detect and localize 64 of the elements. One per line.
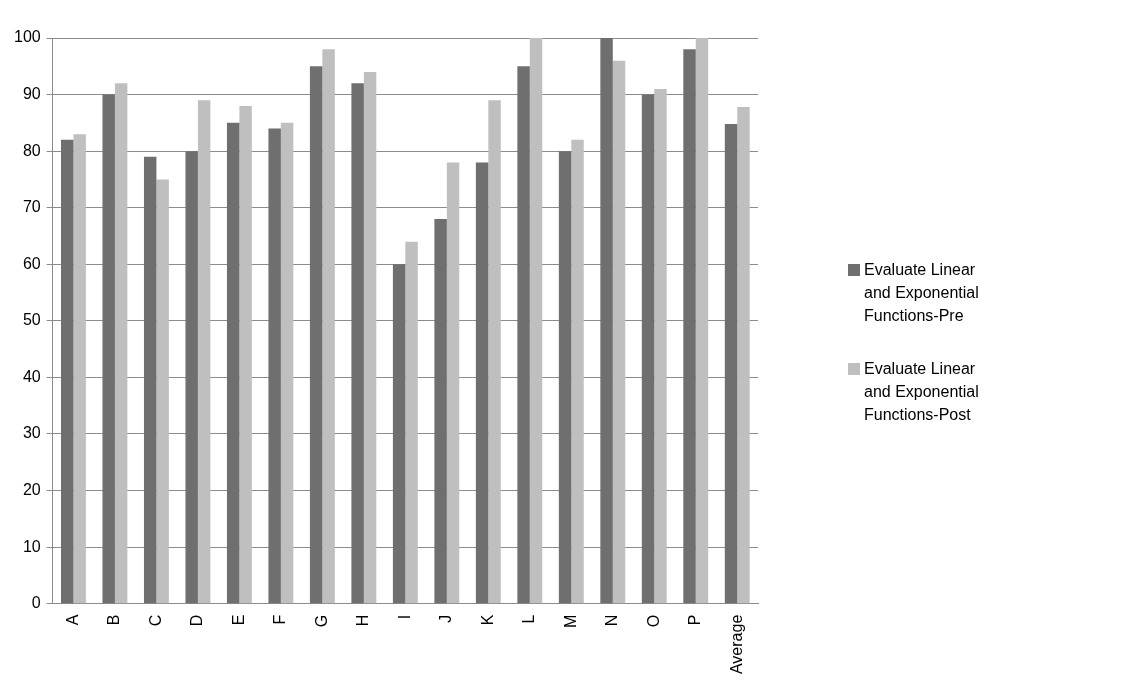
- bar: [309, 66, 323, 604]
- y-tick-label: 50: [22, 311, 41, 329]
- bar: [654, 88, 667, 604]
- bar: [446, 162, 460, 604]
- bar: [724, 123, 738, 604]
- y-tick-label: 80: [22, 141, 41, 159]
- x-tick-label: C: [146, 614, 164, 627]
- bar: [156, 179, 169, 604]
- y-tick-label: 70: [22, 198, 41, 216]
- bar: [529, 38, 543, 604]
- bar: [239, 105, 252, 604]
- bar: [363, 71, 377, 604]
- x-tick-label: A: [63, 614, 81, 626]
- x-tick-label: I: [395, 614, 413, 620]
- bar: [322, 49, 335, 604]
- x-tick-label: G: [312, 614, 330, 628]
- y-tick-label: 100: [13, 28, 41, 46]
- bar: [434, 219, 447, 604]
- bar: [102, 94, 115, 604]
- y-tick-label: 90: [22, 84, 41, 102]
- bar: [268, 128, 281, 604]
- y-tick-label: 0: [31, 594, 41, 612]
- y-tick-label: 60: [22, 254, 41, 272]
- x-tick-label: K: [478, 614, 496, 626]
- y-tick-label: 20: [22, 480, 41, 498]
- x-tick-label: H: [354, 614, 372, 627]
- bar: [517, 66, 530, 604]
- bar: [73, 134, 86, 604]
- x-tick-label: B: [105, 614, 123, 626]
- bar: [226, 122, 240, 604]
- bar: [185, 151, 198, 604]
- bar: [405, 241, 418, 604]
- bar: [351, 83, 364, 604]
- x-tick-label: N: [603, 614, 621, 627]
- bar: [695, 38, 709, 604]
- legend-label: Evaluate Linear and Exponential Functions-Post: [864, 359, 980, 425]
- x-tick-label: O: [644, 614, 662, 628]
- bar: [280, 122, 294, 604]
- bar: [143, 156, 157, 604]
- x-tick-label: P: [686, 614, 704, 626]
- bar: [197, 100, 211, 604]
- legend-label: Evaluate Linear and Exponential Functions-Pre: [864, 260, 980, 326]
- bar: [737, 107, 750, 604]
- bar: [558, 151, 572, 604]
- y-tick-label: 10: [22, 537, 41, 555]
- y-tick-label: 40: [22, 367, 41, 385]
- bar: [600, 38, 613, 604]
- bar: [641, 94, 655, 604]
- x-tick-label: L: [520, 614, 538, 624]
- bar: [475, 162, 489, 604]
- bar: [114, 83, 128, 604]
- y-tick-label: 30: [22, 424, 41, 442]
- x-tick-label: Average: [727, 614, 745, 675]
- x-tick-label: J: [437, 614, 455, 623]
- bar: [392, 264, 406, 604]
- x-tick-label: M: [561, 614, 579, 629]
- bar: [571, 139, 584, 604]
- x-tick-label: E: [229, 614, 247, 626]
- bar: [60, 139, 74, 604]
- x-tick-label: D: [188, 614, 206, 627]
- bar: [488, 100, 501, 604]
- bar: [683, 49, 696, 604]
- x-tick-label: F: [271, 614, 289, 625]
- bar: [612, 60, 626, 604]
